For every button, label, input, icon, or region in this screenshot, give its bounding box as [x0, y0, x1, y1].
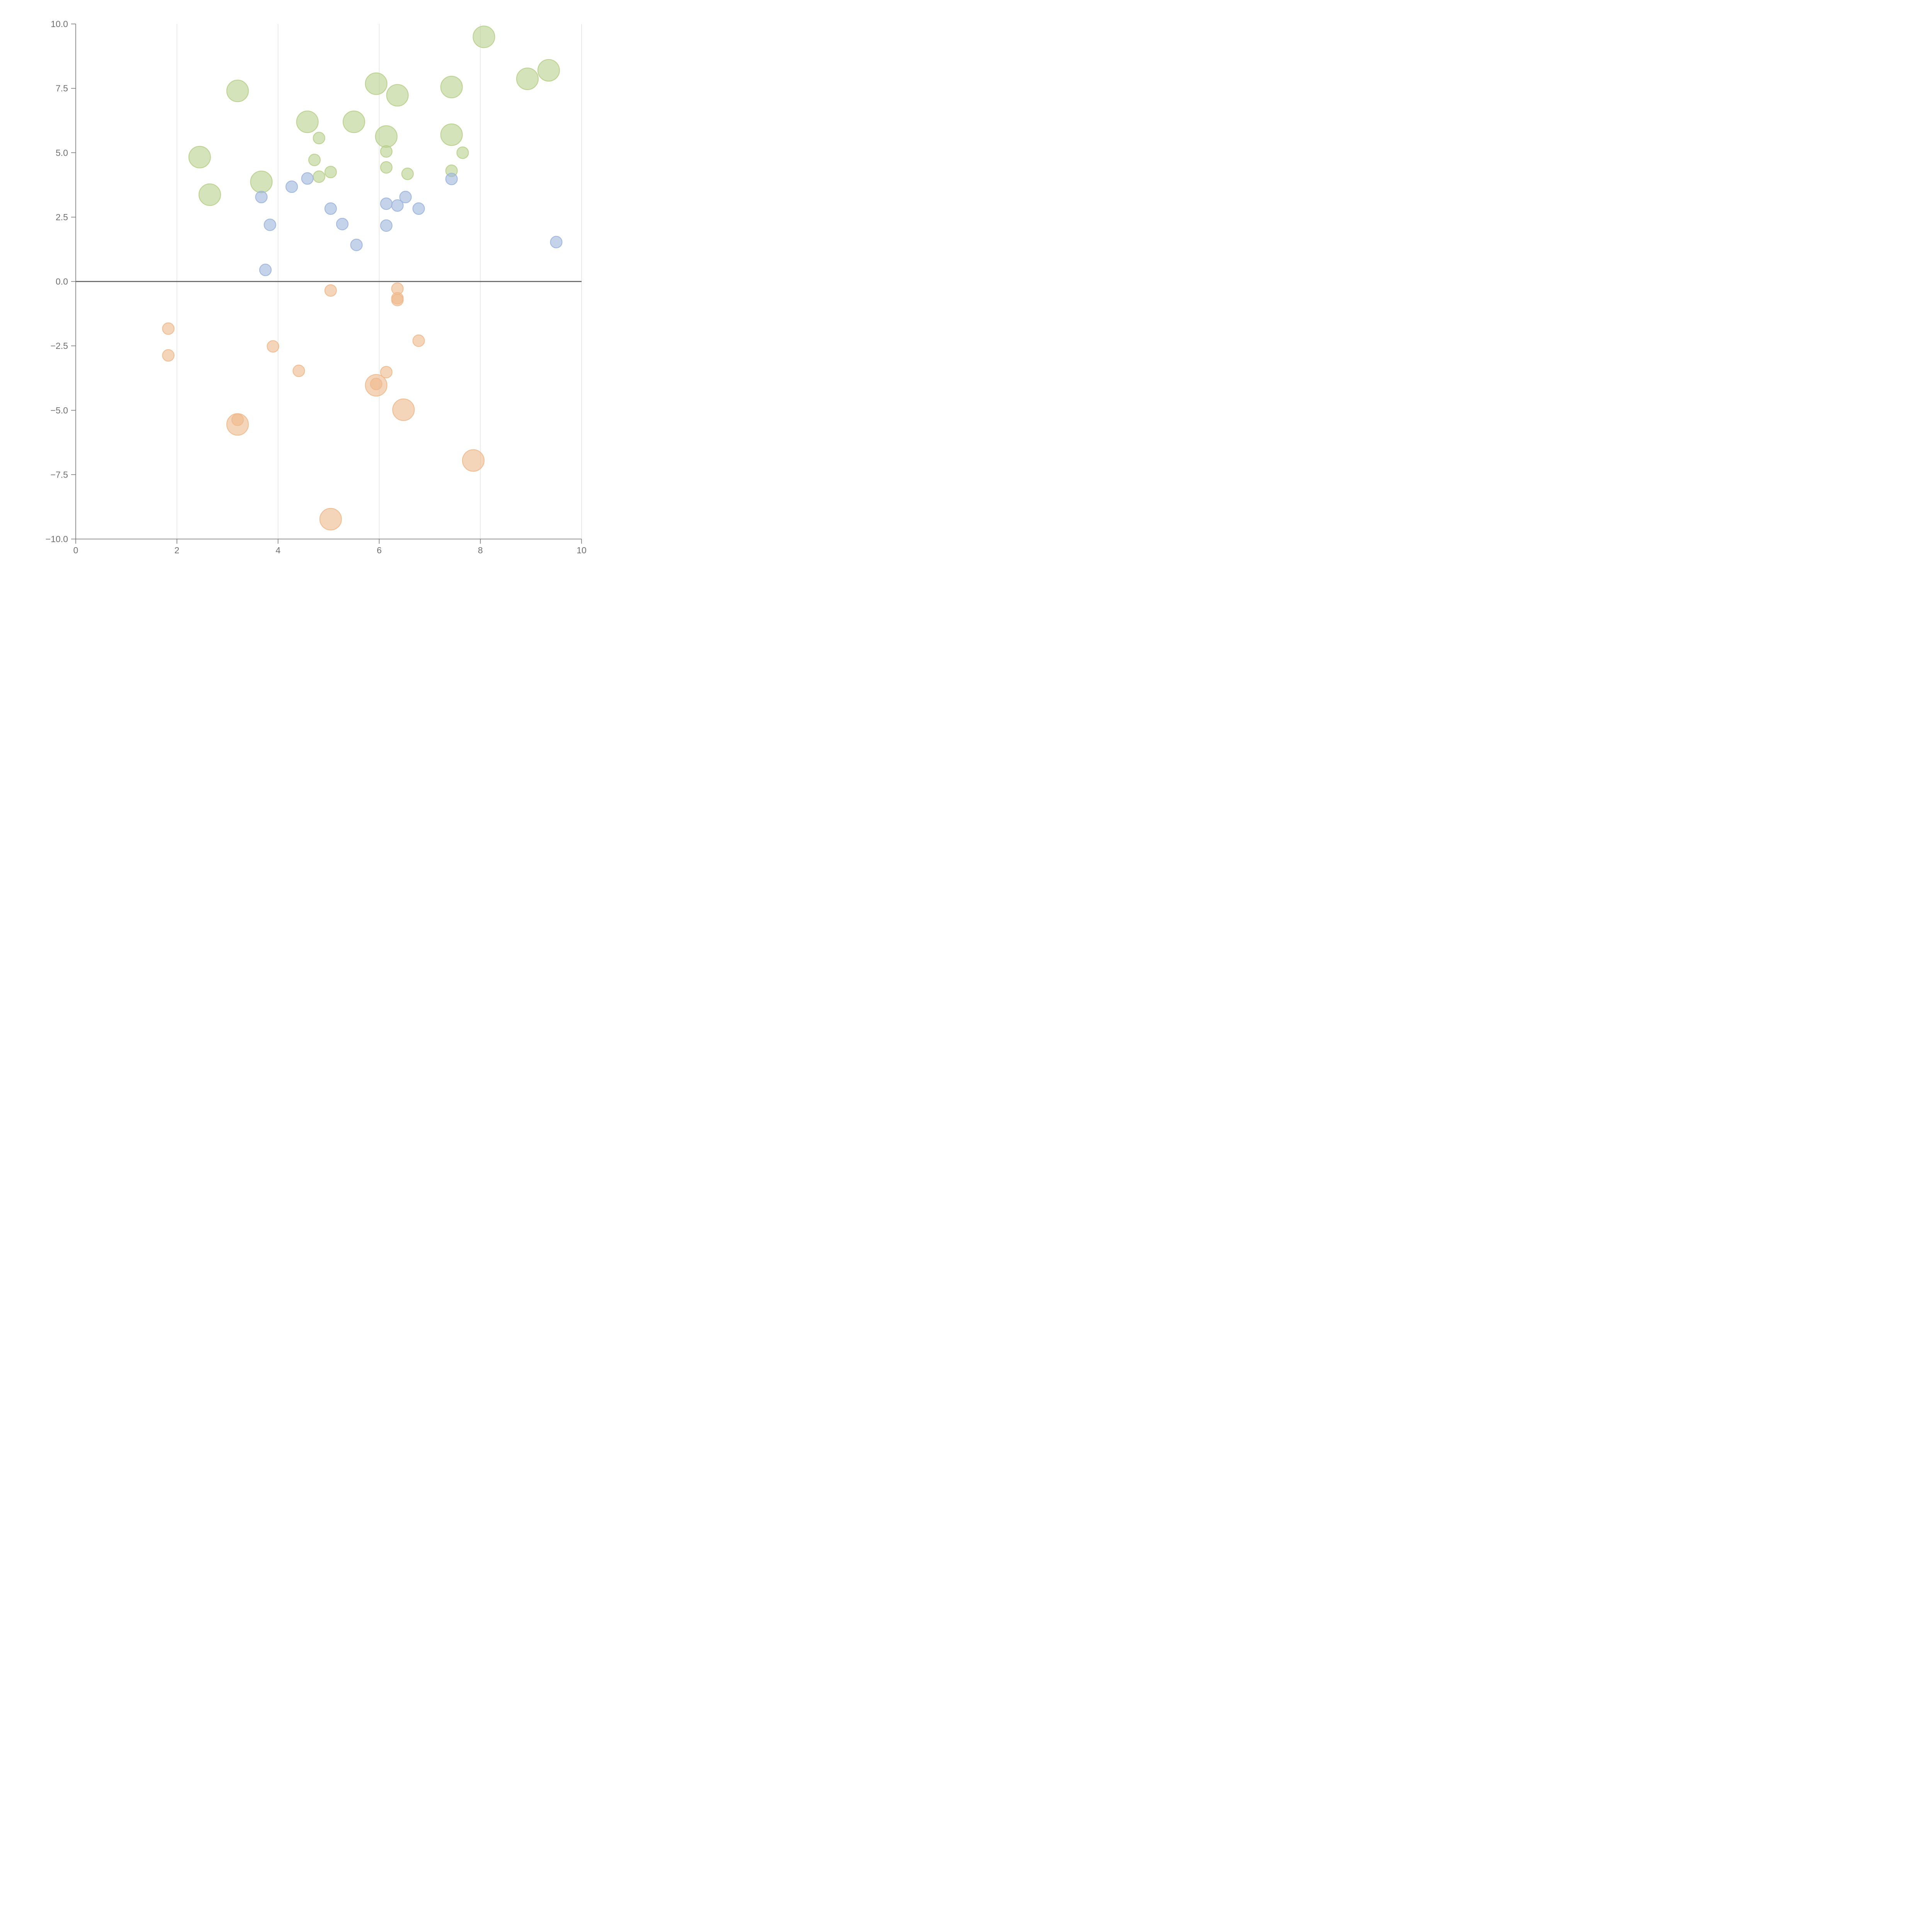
x-tick-label: 2 — [174, 545, 179, 555]
y-tick-label: −2.5 — [51, 341, 68, 351]
x-tick-label: 0 — [73, 545, 78, 555]
data-point — [259, 264, 272, 276]
series-0 — [188, 26, 560, 206]
data-point — [401, 167, 414, 180]
data-point — [313, 170, 325, 183]
data-point — [255, 190, 268, 203]
data-point — [380, 366, 393, 379]
data-point — [324, 166, 337, 179]
data-point — [226, 413, 249, 436]
data-point — [412, 334, 425, 347]
data-point — [188, 146, 211, 168]
data-point — [516, 67, 539, 90]
data-point — [313, 132, 325, 145]
series-2 — [162, 282, 485, 531]
data-point — [380, 161, 393, 174]
data-point — [456, 146, 469, 159]
data-point — [198, 183, 221, 206]
data-point — [380, 197, 393, 210]
data-point — [342, 111, 365, 133]
y-tick-label: 7.5 — [56, 83, 68, 94]
data-point — [445, 173, 458, 185]
data-point — [162, 322, 175, 335]
data-point — [440, 123, 463, 146]
data-point — [308, 153, 321, 166]
data-point — [264, 218, 276, 231]
data-point — [399, 190, 412, 203]
data-point — [319, 508, 342, 531]
y-tick-label: −10.0 — [46, 534, 68, 544]
data-point — [473, 26, 495, 48]
y-tick-label: 5.0 — [56, 148, 68, 158]
data-point — [412, 202, 425, 215]
y-tick-label: −7.5 — [51, 469, 68, 480]
data-point — [365, 72, 388, 95]
data-point — [380, 219, 393, 232]
x-axis-ticks: 0 2 4 6 8 10 — [73, 539, 587, 555]
data-point — [267, 340, 279, 353]
data-point — [285, 180, 298, 193]
data-points — [162, 26, 563, 531]
y-tick-label: −5.0 — [51, 405, 68, 415]
data-point — [386, 84, 409, 107]
data-point — [336, 218, 349, 230]
data-point — [380, 145, 393, 158]
data-point — [440, 76, 463, 99]
x-tick-label: 6 — [377, 545, 382, 555]
x-tick-label: 10 — [577, 545, 587, 555]
data-point — [537, 59, 560, 82]
data-point — [293, 364, 305, 377]
data-point — [296, 111, 319, 133]
data-point — [391, 199, 404, 212]
data-point — [392, 398, 415, 421]
data-point — [162, 349, 175, 362]
data-point — [226, 80, 249, 102]
y-tick-label: 10.0 — [51, 19, 68, 29]
x-tick-label: 4 — [276, 545, 281, 555]
data-point — [250, 170, 273, 193]
y-tick-label: 0.0 — [56, 277, 68, 287]
x-tick-label: 8 — [478, 545, 483, 555]
bubble-chart: 0 2 4 6 8 10 10.0 7.5 5.0 2.5 0.0 −2.5 −5.0 −7.5 −10.… — [46, 19, 587, 555]
y-tick-label: 2.5 — [56, 212, 68, 222]
data-point — [350, 238, 363, 251]
data-point — [365, 374, 388, 397]
data-point — [301, 172, 314, 185]
data-point — [324, 202, 337, 215]
y-axis-ticks: 10.0 7.5 5.0 2.5 0.0 −2.5 −5.0 −7.5 −10.0 — [46, 19, 76, 544]
data-point — [324, 284, 337, 297]
series-1 — [255, 172, 563, 276]
data-point — [550, 236, 563, 248]
data-point — [391, 294, 404, 306]
data-point — [375, 125, 398, 148]
data-point — [462, 449, 485, 472]
